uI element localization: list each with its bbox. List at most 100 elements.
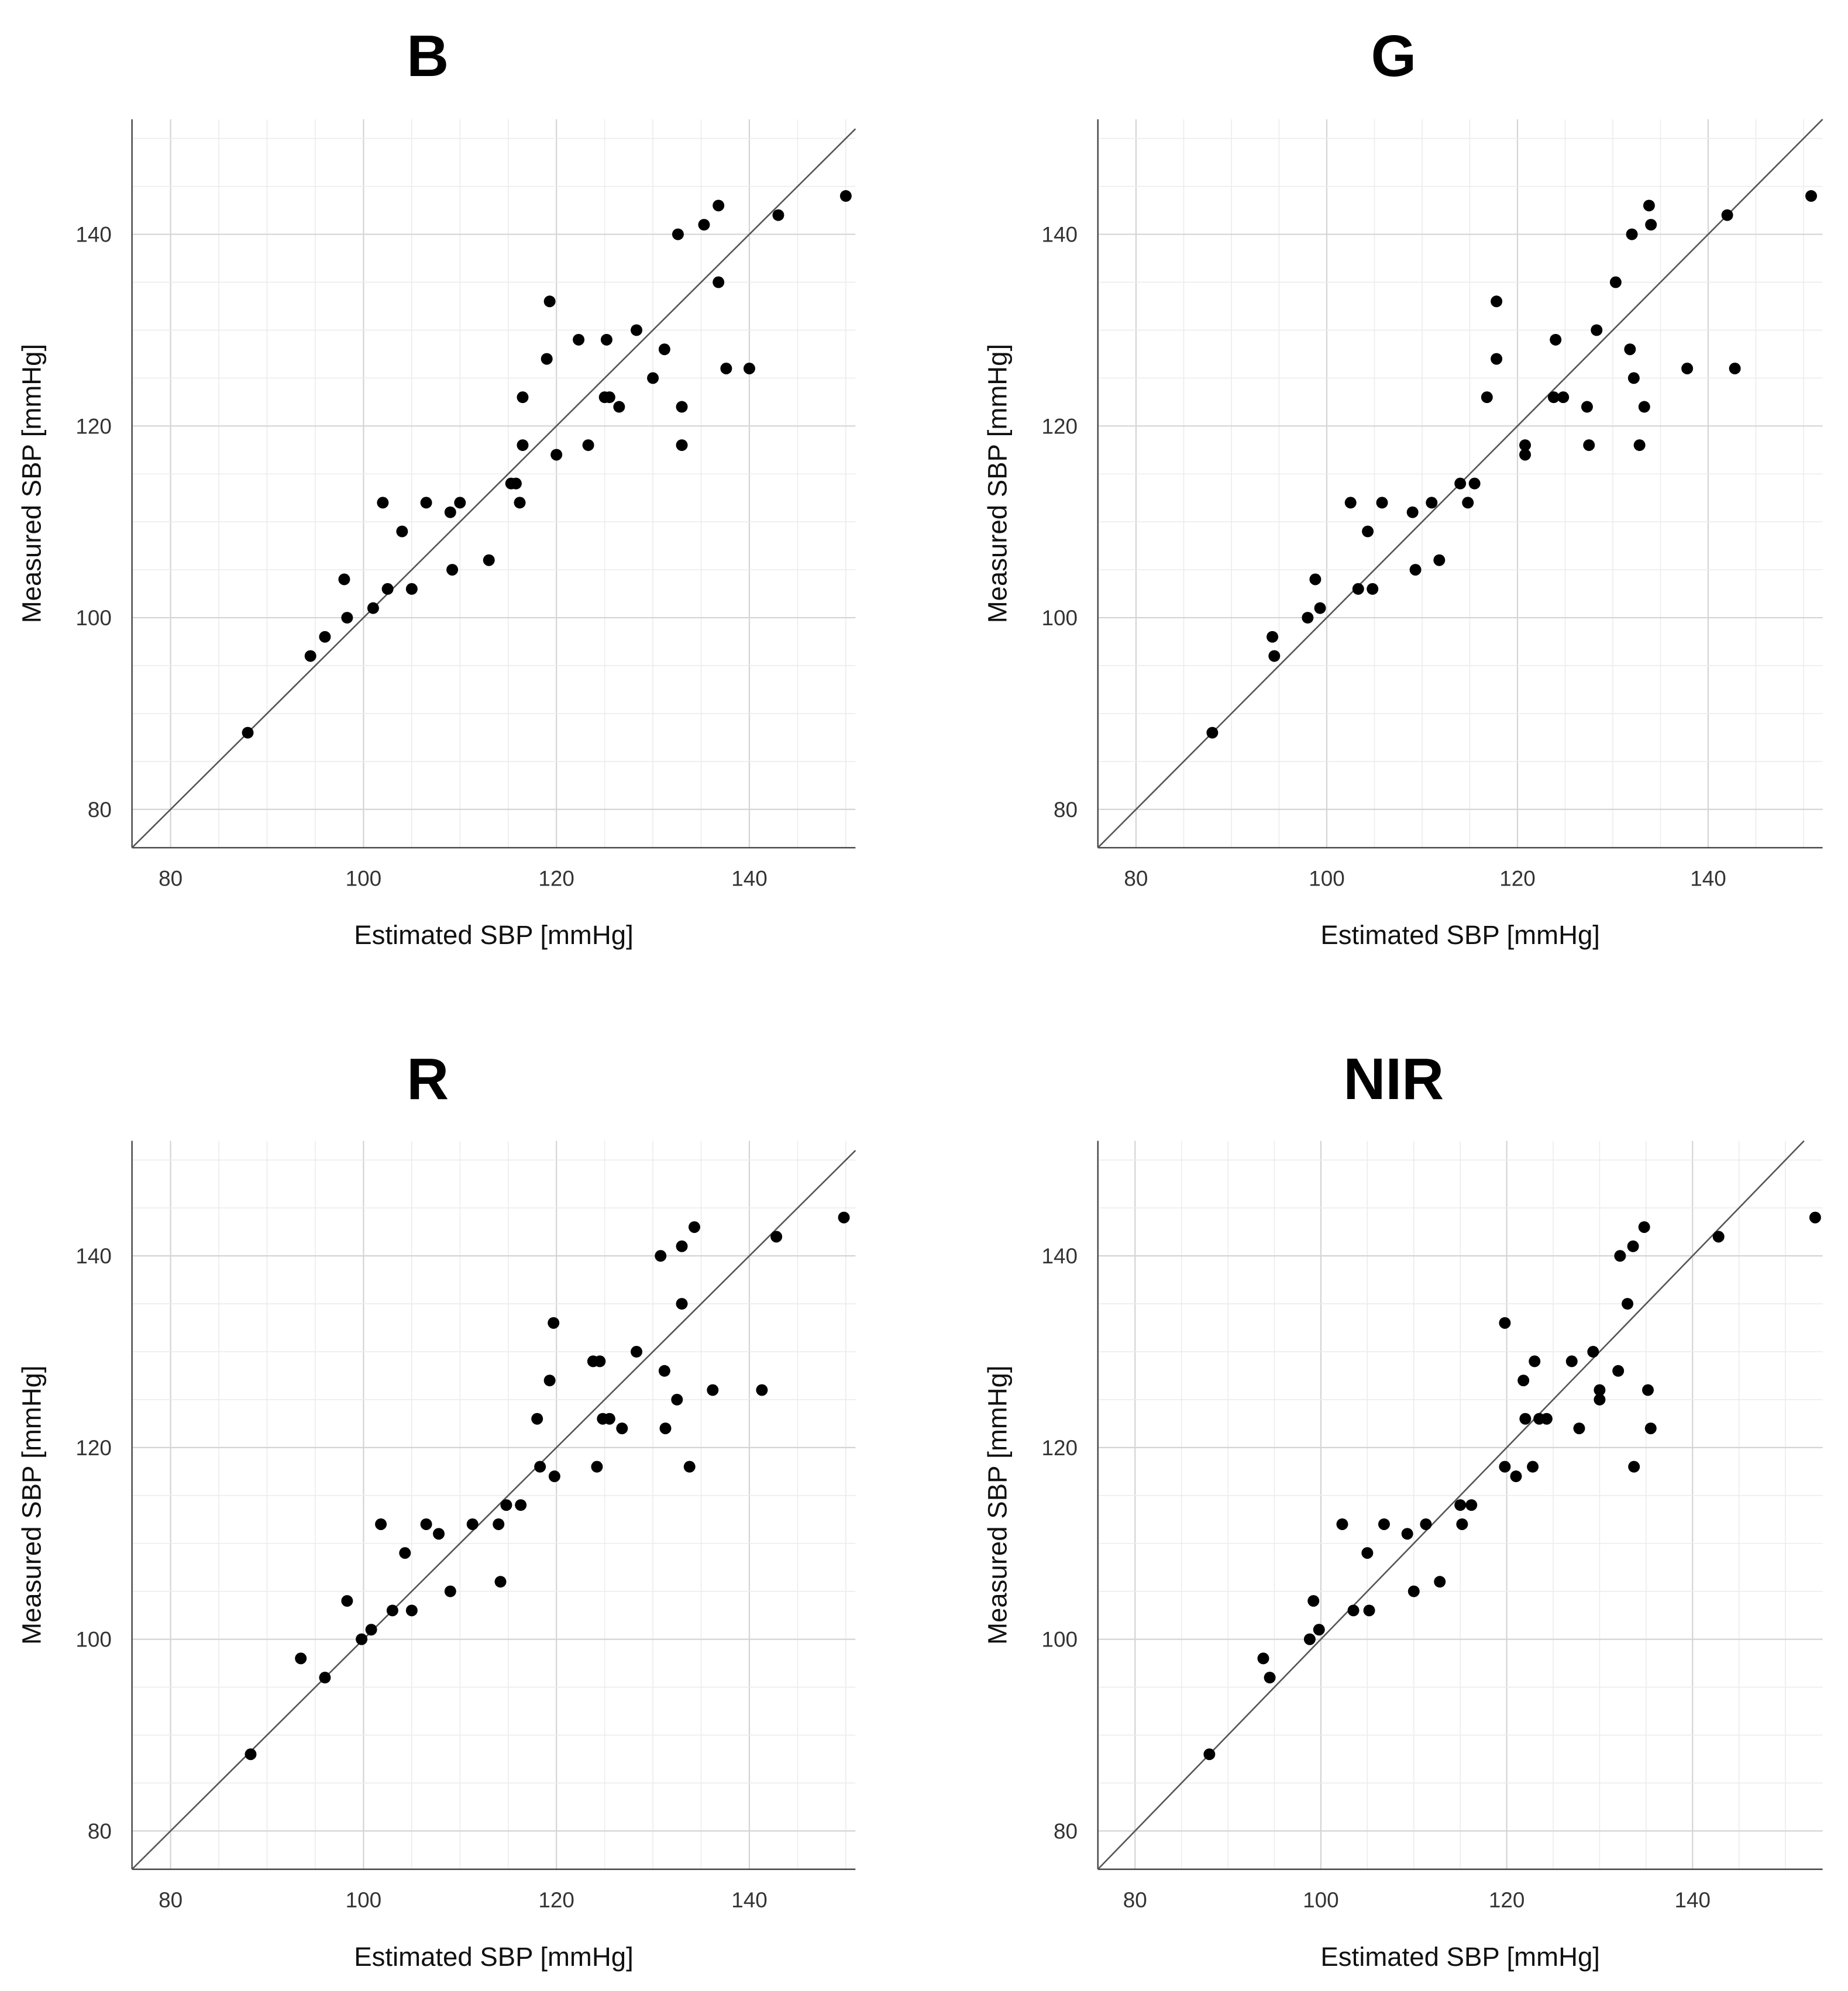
data-point: [550, 449, 563, 461]
data-point: [1307, 1595, 1320, 1607]
data-point: [433, 1528, 445, 1540]
y-tick-label: 80: [1054, 1819, 1078, 1843]
data-point: [772, 209, 784, 221]
data-point: [531, 1413, 543, 1425]
data-point: [377, 497, 389, 509]
data-point: [676, 1298, 688, 1310]
data-point: [658, 343, 670, 356]
data-point: [1420, 1518, 1432, 1530]
data-point: [1594, 1393, 1606, 1406]
data-point: [1314, 602, 1326, 614]
data-point: [1517, 1375, 1530, 1387]
x-axis-label: Estimated SBP [mmHg]: [354, 920, 634, 950]
data-point: [375, 1518, 387, 1530]
data-point: [444, 1585, 456, 1597]
data-point: [631, 1346, 643, 1358]
data-point: [1367, 583, 1379, 595]
data-point: [1510, 1470, 1522, 1483]
data-point: [1468, 477, 1481, 490]
data-point: [1643, 199, 1655, 212]
data-point: [707, 1384, 719, 1396]
data-point: [613, 401, 625, 413]
data-point: [1622, 1298, 1634, 1310]
y-tick-label: 80: [1054, 798, 1078, 822]
data-point: [683, 1460, 696, 1473]
y-axis-label: Measured SBP [mmHg]: [983, 1365, 1013, 1645]
data-point: [756, 1384, 768, 1396]
data-point: [616, 1422, 628, 1435]
x-tick-label: 80: [159, 1888, 183, 1912]
y-tick-label: 100: [75, 1628, 112, 1652]
data-point: [1433, 554, 1446, 566]
data-point: [1352, 583, 1364, 595]
data-point: [603, 391, 615, 404]
data-point: [1434, 1576, 1446, 1588]
data-point: [405, 583, 418, 595]
y-tick-label: 120: [1041, 414, 1078, 438]
y-tick-label: 80: [88, 798, 112, 822]
data-point: [1336, 1518, 1348, 1530]
data-point: [454, 497, 466, 509]
panel-title: G: [1371, 24, 1416, 89]
data-point: [1264, 1672, 1276, 1684]
y-tick-label: 120: [1041, 1436, 1078, 1460]
data-point: [676, 1240, 688, 1252]
data-point: [420, 1518, 432, 1530]
x-axis-label: Estimated SBP [mmHg]: [354, 1942, 634, 1972]
x-tick-label: 100: [346, 866, 382, 890]
data-point: [543, 295, 556, 308]
data-point: [671, 1393, 683, 1406]
horizontal-gridlines: [1097, 1159, 1823, 1832]
data-point: [1547, 391, 1560, 404]
data-point: [365, 1624, 377, 1636]
y-tick-label: 140: [75, 1244, 112, 1268]
data-points: [1203, 1211, 1821, 1761]
data-point: [405, 1604, 418, 1617]
scatter-panel-r: R 80 100 120 140 80 100 120 140 Estimated SBP […: [16, 1047, 856, 1972]
data-point: [1809, 1211, 1821, 1224]
data-point: [1409, 564, 1422, 576]
horizontal-gridlines: [132, 1159, 856, 1832]
data-point: [319, 1672, 331, 1684]
x-axis-label: Estimated SBP [mmHg]: [1320, 1942, 1600, 1972]
plot-background: [132, 1141, 856, 1869]
data-point: [543, 1375, 556, 1387]
panel-title: B: [407, 24, 449, 89]
data-point: [1363, 1604, 1375, 1617]
data-point: [1362, 525, 1374, 538]
y-axis-label: Measured SBP [mmHg]: [16, 1365, 46, 1645]
horizontal-gridlines: [1097, 137, 1823, 810]
data-point: [341, 612, 353, 624]
plot-background: [132, 119, 856, 848]
data-point: [1633, 439, 1646, 452]
data-point: [1573, 1422, 1585, 1435]
data-point: [1465, 1499, 1478, 1511]
data-point: [1519, 449, 1532, 461]
panel-title: NIR: [1343, 1047, 1444, 1112]
data-point: [1406, 506, 1419, 518]
data-point: [1303, 1633, 1316, 1645]
data-point: [341, 1595, 353, 1607]
data-point: [1565, 1355, 1578, 1367]
x-tick-label: 120: [1499, 866, 1536, 890]
data-point: [688, 1221, 700, 1233]
horizontal-gridlines: [132, 137, 856, 810]
data-point: [1519, 1413, 1532, 1425]
identity-line: [131, 128, 856, 849]
data-point: [1361, 1547, 1374, 1559]
data-points: [1206, 190, 1818, 739]
data-point: [713, 199, 725, 212]
data-point: [1462, 497, 1474, 509]
data-point: [534, 1460, 546, 1473]
data-point: [1302, 612, 1314, 624]
data-point: [1614, 1250, 1626, 1262]
x-tick-label: 140: [1674, 1888, 1711, 1912]
data-point: [446, 564, 459, 576]
data-point: [517, 439, 529, 452]
data-point: [1407, 1585, 1420, 1597]
data-point: [493, 1518, 505, 1530]
data-point: [1206, 726, 1219, 739]
data-point: [1268, 650, 1281, 662]
data-point: [713, 276, 725, 288]
